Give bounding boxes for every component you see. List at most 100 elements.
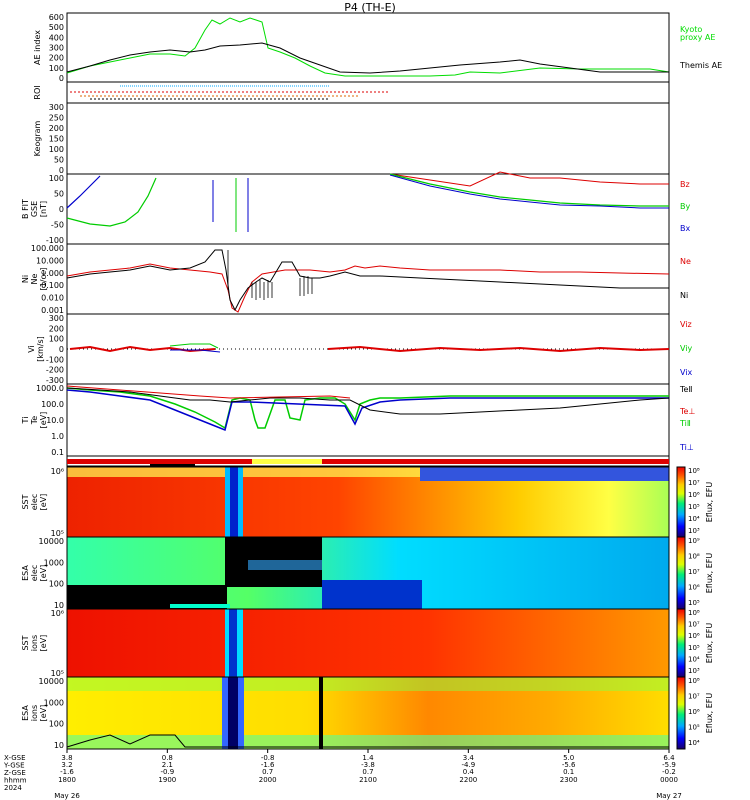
y-gse-value: -1.6 (261, 761, 275, 769)
temp-tick: 10.0 (46, 416, 64, 425)
colorbar-tick: 10⁵ (688, 644, 700, 652)
legend-kyoto: Kyoto (680, 25, 702, 34)
bfield-tick: -50 (51, 221, 64, 230)
z-gse-value: 0.7 (262, 768, 273, 776)
velocity-tick: 300 (49, 314, 64, 323)
time-label: 1900 (158, 776, 176, 784)
x-gse-value: 1.4 (362, 754, 374, 762)
legend-density: Ne (680, 257, 691, 266)
bfield-tick: 0 (59, 205, 64, 214)
colorbar-tick: 10⁸ (688, 467, 700, 475)
velocity-tick: 100 (49, 335, 64, 344)
z-gse-value: -1.6 (60, 768, 74, 776)
velocity-tick: 200 (49, 324, 64, 333)
legend-velocity: Viz (680, 320, 692, 329)
x-gse-value: 0.8 (162, 754, 173, 762)
y-gse-value: 2.1 (162, 761, 173, 769)
colorbar-tick: 10⁸ (688, 553, 700, 561)
temp-ylabel: [eV] (39, 412, 48, 429)
x-gse-value: -0.8 (261, 754, 275, 762)
esa_i-tick: 10000 (39, 677, 64, 686)
esa_e-ylabel: [eV] (39, 565, 48, 582)
legend-density: Ni (680, 291, 688, 300)
y-gse-value: -5.6 (562, 761, 576, 769)
keogram-tick: 200 (49, 124, 64, 133)
date-start: May 26 (54, 792, 80, 800)
bfield-ylabel: B FIT (21, 199, 30, 219)
z-gse-value: 0.1 (563, 768, 574, 776)
legend-temp: TiⅡ (679, 419, 691, 428)
velocity-ylabel: [km/s] (36, 336, 45, 362)
ae-ylabel: AE index (33, 30, 42, 65)
ni-line (66, 249, 669, 312)
colorbar-tick: 10⁶ (688, 632, 700, 640)
sst_i-tick: 10⁶ (51, 609, 64, 618)
bfield-ylabel: GSE (30, 201, 39, 217)
colorbar-tick: 10⁸ (688, 609, 700, 617)
esa_i-tick: 1000 (44, 698, 64, 707)
y-gse-value: -3.8 (361, 761, 375, 769)
x-gse-value: 6.4 (663, 754, 675, 762)
velocity-tick: -100 (46, 355, 64, 364)
axis-labels: AE index6005004003002001000ROIKeogram300… (21, 13, 722, 750)
colorbar-tick: 10⁶ (688, 708, 700, 716)
time-row-label: Z-GSE (4, 769, 26, 777)
velocity-tick: 0 (59, 345, 64, 354)
colorbar-tick: 10⁴ (688, 515, 700, 523)
esa_i-ylabel: [eV] (39, 705, 48, 722)
date-end: May 27 (656, 792, 682, 800)
temp-panel (66, 383, 670, 457)
density-tick: 10.000 (36, 256, 64, 265)
sst_i-ylabel: ions (30, 635, 39, 651)
ae-tick: 300 (49, 44, 64, 53)
ae-tick: 100 (49, 64, 64, 73)
colorbar-label: Eflux, EFU (705, 482, 714, 523)
bfield-tick: 100 (49, 174, 64, 183)
colorbar-tick: 10⁷ (688, 479, 700, 487)
time-label: 1800 (58, 776, 76, 784)
esa_e-ylabel: elec (30, 565, 39, 581)
sst_e-tick: 10⁶ (51, 467, 64, 476)
esa_i-tick: 10 (54, 741, 64, 750)
z-gse-value: -0.9 (160, 768, 174, 776)
colorbar-tick: 10⁷ (688, 568, 700, 576)
density-tick: 0.001 (41, 306, 64, 315)
colorbar-tick: 10³ (688, 527, 700, 535)
time-row-label: 2024 (4, 784, 22, 792)
sst_e-ylabel: SST (21, 494, 30, 509)
legend-b: Bz (680, 180, 690, 189)
velocity-ylabel: Vi (27, 345, 36, 353)
legend-velocity: Vix (680, 368, 693, 377)
ae-tick: 500 (49, 23, 64, 32)
ae-panel (66, 12, 670, 83)
temp-tick: 100.0 (41, 400, 64, 409)
velocity-tick: -300 (46, 376, 64, 385)
ae-tick: 200 (49, 54, 64, 63)
y-gse-value: -4.9 (461, 761, 475, 769)
time-label: 2100 (359, 776, 377, 784)
time-row-label: X-GSE (4, 754, 26, 762)
temp-ylabel: Te (30, 416, 39, 426)
sst-ion-spectrogram (66, 608, 670, 678)
keogram-tick: 0 (59, 166, 64, 175)
colorbar-tick: 10⁷ (688, 621, 700, 629)
legend-b: By (680, 202, 690, 211)
bz-line (389, 171, 669, 187)
time-label: 2000 (259, 776, 277, 784)
esa_e-ylabel: ESA (21, 565, 30, 581)
colorbar-label: Eflux, EFU (705, 623, 714, 664)
time-row-label: Y-GSE (3, 762, 25, 770)
density-tick: 1.000 (41, 269, 64, 278)
ti-perp-line (66, 389, 669, 432)
density-tick: 100.000 (31, 244, 64, 253)
density-ylabel: Ne (30, 273, 39, 284)
x-gse-value: 3.4 (463, 754, 475, 762)
keogram-tick: 300 (49, 103, 64, 112)
ae-tick: 0 (59, 74, 64, 83)
te-line (66, 387, 670, 415)
legend-themis-ae: Themis AE (679, 61, 722, 70)
bfield-tick: -100 (46, 236, 64, 245)
esa-ion-spectrogram (66, 676, 670, 750)
themis-ae-line (66, 42, 669, 74)
